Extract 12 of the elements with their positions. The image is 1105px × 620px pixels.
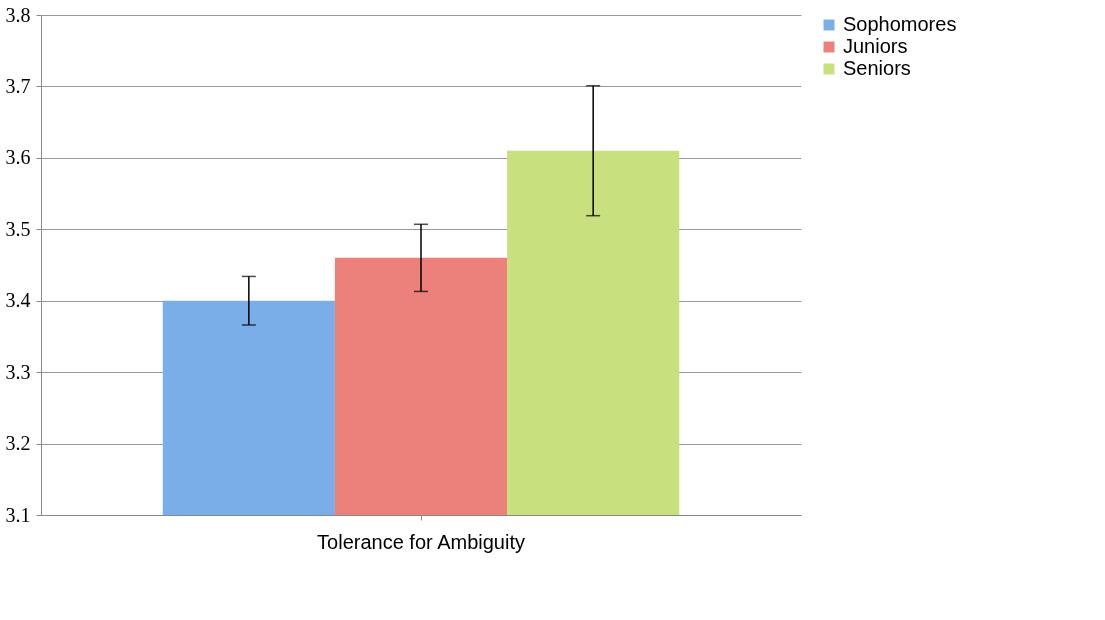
legend-label: Juniors: [843, 35, 908, 57]
y-tick-label: 3.7: [5, 74, 31, 97]
x-tick-label: Tolerance for Ambiguity: [317, 530, 525, 553]
y-tick-label: 3.6: [5, 146, 31, 169]
y-tick-label: 3.5: [5, 217, 31, 240]
legend-label: Sophomores: [843, 13, 957, 35]
y-tick-label: 3.8: [5, 3, 31, 26]
y-tick-label: 3.3: [5, 360, 31, 383]
y-tick-label: 3.1: [5, 503, 31, 526]
y-tick-label: 3.4: [5, 289, 31, 312]
y-tick-label: 3.2: [5, 432, 31, 455]
legend-label: Seniors: [843, 57, 911, 79]
